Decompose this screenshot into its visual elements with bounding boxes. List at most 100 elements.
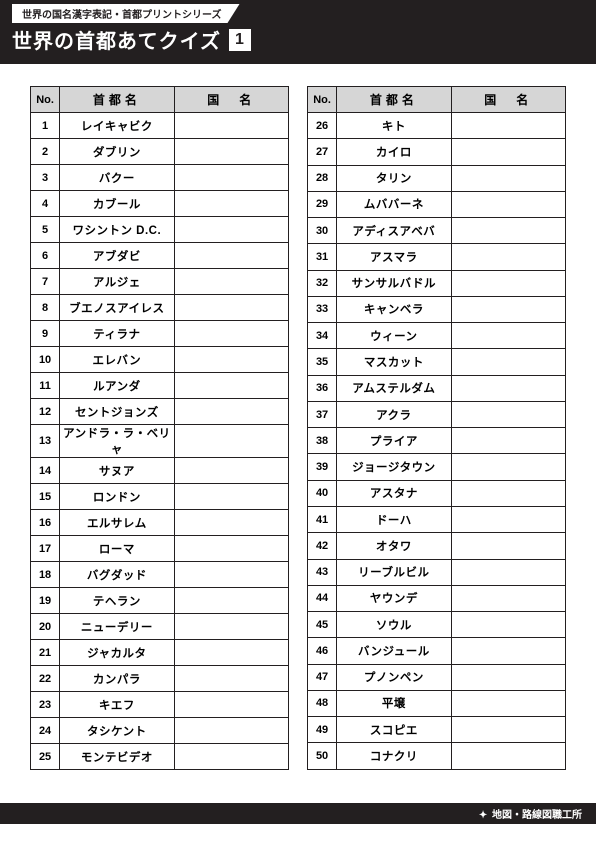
tables-container: No. 首都名 国 名 1レイキャビク2ダブリン3バクー4カブール5ワシントン … — [0, 64, 596, 770]
cell-country[interactable] — [174, 217, 288, 243]
cell-country[interactable] — [451, 743, 565, 770]
cell-no: 40 — [308, 480, 337, 506]
cell-country[interactable] — [451, 428, 565, 454]
cell-country[interactable] — [451, 139, 565, 165]
cell-capital: ジャカルタ — [60, 640, 174, 666]
cell-country[interactable] — [451, 113, 565, 139]
col-country: 国 名 — [174, 87, 288, 113]
table-row: 39ジョージタウン — [308, 454, 566, 480]
cell-no: 35 — [308, 349, 337, 375]
cell-country[interactable] — [174, 269, 288, 295]
cell-capital: バンジュール — [337, 638, 451, 664]
cell-country[interactable] — [174, 588, 288, 614]
cell-no: 24 — [31, 718, 60, 744]
cell-country[interactable] — [451, 664, 565, 690]
cell-country[interactable] — [174, 562, 288, 588]
cell-country[interactable] — [174, 165, 288, 191]
cell-country[interactable] — [451, 612, 565, 638]
cell-country[interactable] — [174, 243, 288, 269]
cell-country[interactable] — [451, 454, 565, 480]
cell-country[interactable] — [174, 425, 288, 458]
cell-no: 17 — [31, 536, 60, 562]
cell-no: 46 — [308, 638, 337, 664]
cell-country[interactable] — [174, 640, 288, 666]
table-row: 34ウィーン — [308, 323, 566, 349]
cell-country[interactable] — [174, 484, 288, 510]
col-no: No. — [31, 87, 60, 113]
cell-capital: エルサレム — [60, 510, 174, 536]
cell-no: 43 — [308, 559, 337, 585]
cell-country[interactable] — [451, 401, 565, 427]
table-row: 13アンドラ・ラ・ベリャ — [31, 425, 289, 458]
table-row: 8ブエノスアイレス — [31, 295, 289, 321]
cell-country[interactable] — [451, 165, 565, 191]
cell-country[interactable] — [174, 321, 288, 347]
cell-country[interactable] — [451, 585, 565, 611]
table-row: 42オタワ — [308, 533, 566, 559]
table-row: 37アクラ — [308, 401, 566, 427]
cell-no: 29 — [308, 191, 337, 217]
cell-country[interactable] — [174, 536, 288, 562]
table-row: 43リーブルビル — [308, 559, 566, 585]
cell-no: 1 — [31, 113, 60, 139]
cell-no: 3 — [31, 165, 60, 191]
cell-capital: ムババーネ — [337, 191, 451, 217]
cell-capital: タシケント — [60, 718, 174, 744]
cell-country[interactable] — [174, 718, 288, 744]
cell-country[interactable] — [451, 638, 565, 664]
table-row: 24タシケント — [31, 718, 289, 744]
cell-country[interactable] — [451, 218, 565, 244]
cell-country[interactable] — [451, 244, 565, 270]
cell-capital: セントジョンズ — [60, 399, 174, 425]
table-row: 14サヌア — [31, 458, 289, 484]
cell-capital: ロンドン — [60, 484, 174, 510]
cell-country[interactable] — [174, 191, 288, 217]
cell-capital: ルアンダ — [60, 373, 174, 399]
cell-no: 14 — [31, 458, 60, 484]
cell-country[interactable] — [451, 717, 565, 743]
cell-country[interactable] — [451, 296, 565, 322]
cell-no: 34 — [308, 323, 337, 349]
table-row: 3バクー — [31, 165, 289, 191]
cell-country[interactable] — [174, 139, 288, 165]
table-row: 15ロンドン — [31, 484, 289, 510]
cell-country[interactable] — [451, 191, 565, 217]
table-row: 33キャンベラ — [308, 296, 566, 322]
cell-country[interactable] — [451, 559, 565, 585]
cell-country[interactable] — [451, 506, 565, 532]
cell-capital: エレバン — [60, 347, 174, 373]
cell-no: 19 — [31, 588, 60, 614]
cell-country[interactable] — [174, 295, 288, 321]
compass-icon: ✦ — [479, 810, 487, 821]
cell-country[interactable] — [174, 399, 288, 425]
table-row: 4カブール — [31, 191, 289, 217]
cell-no: 49 — [308, 717, 337, 743]
cell-country[interactable] — [451, 375, 565, 401]
cell-country[interactable] — [451, 270, 565, 296]
cell-capital: ティラナ — [60, 321, 174, 347]
cell-country[interactable] — [451, 533, 565, 559]
table-row: 31アスマラ — [308, 244, 566, 270]
cell-country[interactable] — [451, 349, 565, 375]
cell-country[interactable] — [174, 744, 288, 770]
cell-country[interactable] — [174, 113, 288, 139]
cell-country[interactable] — [174, 666, 288, 692]
cell-country[interactable] — [174, 373, 288, 399]
cell-capital: アスマラ — [337, 244, 451, 270]
cell-capital: アディスアベバ — [337, 218, 451, 244]
cell-country[interactable] — [451, 480, 565, 506]
cell-capital: ドーハ — [337, 506, 451, 532]
table-row: 20ニューデリー — [31, 614, 289, 640]
cell-country[interactable] — [174, 692, 288, 718]
cell-no: 44 — [308, 585, 337, 611]
header-band: 世界の国名漢字表記・首都プリントシリーズ 世界の首都あてクイズ 1 — [0, 0, 596, 64]
table-row: 16エルサレム — [31, 510, 289, 536]
cell-country[interactable] — [451, 323, 565, 349]
cell-no: 16 — [31, 510, 60, 536]
cell-capital: サンサルバドル — [337, 270, 451, 296]
cell-country[interactable] — [174, 347, 288, 373]
cell-country[interactable] — [451, 690, 565, 716]
cell-country[interactable] — [174, 510, 288, 536]
cell-country[interactable] — [174, 458, 288, 484]
cell-country[interactable] — [174, 614, 288, 640]
